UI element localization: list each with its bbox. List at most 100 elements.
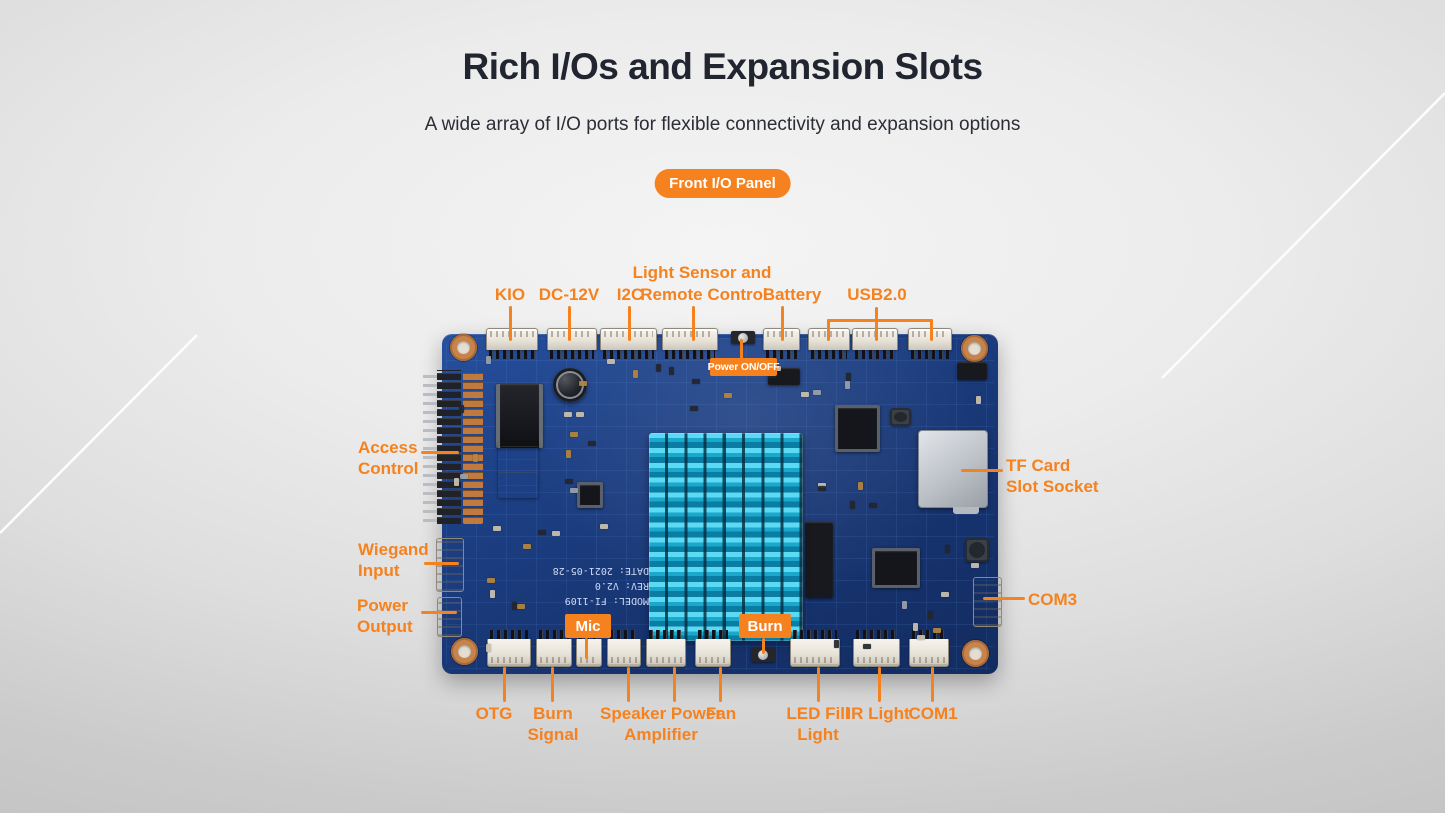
front-io-panel-badge: Front I/O Panel	[654, 169, 791, 198]
passive-component	[579, 381, 587, 386]
passive-component	[801, 392, 809, 397]
burn-button	[751, 647, 775, 662]
mounting-hole	[450, 334, 477, 361]
silkscreen-text: MODEL: FI-1109 REV: V2.0 DATE: 2021-05-2…	[552, 565, 649, 606]
leader-line	[628, 306, 631, 341]
label-access-control: Access Control	[358, 438, 419, 478]
passive-component	[928, 611, 933, 619]
connector-power-output	[437, 597, 462, 637]
connector-ir-light	[853, 630, 900, 667]
passive-component	[850, 501, 855, 509]
leader-line	[585, 638, 588, 659]
leader-line	[875, 307, 878, 321]
label-ir-light: IR Light	[846, 704, 910, 723]
passive-component	[565, 479, 573, 484]
leader-line	[421, 451, 459, 454]
passive-component	[869, 503, 877, 508]
label-com3: COM3	[1028, 590, 1078, 609]
page-subtitle: A wide array of I/O ports for flexible c…	[424, 114, 1021, 135]
leader-line	[817, 667, 820, 702]
relay-component	[498, 442, 538, 498]
passive-component	[902, 601, 907, 609]
connector-mic	[576, 630, 602, 667]
passive-component	[945, 545, 950, 553]
leader-line	[930, 319, 933, 341]
passive-component	[570, 488, 578, 493]
label-power-output: Power Output	[357, 596, 413, 636]
passive-component	[459, 405, 464, 413]
label-usb20: USB2.0	[847, 285, 907, 304]
passive-component	[493, 526, 501, 531]
passive-component	[454, 478, 459, 486]
soc-chip	[872, 548, 920, 588]
mounting-hole	[961, 335, 988, 362]
passive-component	[588, 441, 596, 446]
passive-component	[971, 563, 979, 568]
mounting-hole	[962, 640, 989, 667]
label-kio: KIO	[494, 285, 526, 304]
ram-chip	[805, 522, 833, 598]
connector-kio	[486, 328, 538, 359]
passive-component	[834, 640, 839, 648]
passive-component	[523, 544, 531, 549]
passive-component	[818, 483, 826, 488]
inductor	[890, 408, 911, 426]
power-onoff-button	[731, 331, 755, 344]
leader-line	[827, 319, 830, 341]
connector-dc12v	[547, 328, 597, 359]
connector-led-fill-light	[790, 630, 840, 667]
leader-line	[719, 667, 722, 702]
connector-power-amplifier	[646, 630, 686, 667]
passive-component	[490, 590, 495, 598]
heatsink	[649, 433, 803, 641]
passive-component	[486, 644, 491, 652]
passive-component	[633, 370, 638, 378]
passive-component	[600, 524, 608, 529]
passive-component	[487, 578, 495, 583]
leader-line	[509, 306, 512, 341]
burn-badge: Burn	[739, 614, 791, 638]
passive-component	[517, 604, 525, 609]
passive-component	[692, 379, 700, 384]
label-burn-signal: Burn Signal	[527, 704, 579, 744]
connector-fan	[695, 630, 731, 667]
connector-wiegand	[436, 538, 464, 592]
label-speaker-power-amplifier: Speaker Power Amplifier	[600, 704, 722, 744]
passive-component	[538, 530, 546, 535]
connector-com3	[973, 577, 1002, 627]
passive-component	[576, 412, 584, 417]
passive-component	[818, 486, 826, 491]
qfp-chip	[577, 482, 603, 508]
leader-line	[878, 667, 881, 702]
label-com1: COM1	[908, 704, 958, 723]
inductor	[965, 538, 989, 562]
passive-component	[473, 454, 478, 462]
label-fan: Fan	[705, 704, 737, 723]
qfp-chip	[835, 405, 880, 452]
connector-speaker	[607, 630, 641, 667]
label-led-fill-light: LED Fill Light	[786, 704, 850, 744]
passive-component	[656, 364, 661, 372]
pcb-board: MODEL: FI-1109 REV: V2.0 DATE: 2021-05-2…	[423, 328, 1002, 674]
passive-component	[858, 482, 863, 490]
passive-component	[669, 367, 674, 375]
passive-component	[933, 628, 941, 633]
label-battery: Battery	[762, 285, 822, 304]
leader-line	[875, 319, 878, 341]
passive-component	[724, 393, 732, 398]
leader-line	[673, 667, 676, 702]
label-i2c: I2C	[616, 285, 644, 304]
passive-component	[846, 373, 851, 381]
leader-line	[781, 306, 784, 341]
label-light-sensor-line1: Light Sensor and	[632, 263, 772, 282]
power-onoff-badge: Power ON/OFF	[708, 358, 780, 376]
passive-component	[566, 450, 571, 458]
leader-line	[568, 306, 571, 341]
leader-line	[692, 306, 695, 341]
connector-burn-signal	[536, 630, 572, 667]
leader-line	[762, 638, 765, 654]
passive-component	[460, 474, 468, 479]
page-title: Rich I/Os and Expansion Slots	[462, 46, 983, 87]
access-control-pin-header	[423, 370, 487, 524]
